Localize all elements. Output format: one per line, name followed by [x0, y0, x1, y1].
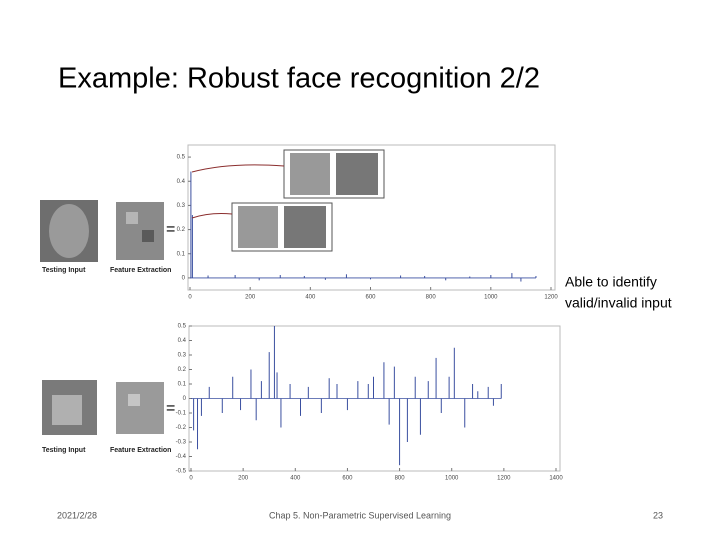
y-tick-label: 0.4: [177, 179, 186, 185]
figure-label: Feature Extraction: [110, 447, 171, 454]
inset-image: [290, 153, 330, 195]
feature-image: [116, 202, 164, 260]
pixel: [128, 394, 140, 406]
figure-label: Testing Input: [42, 267, 86, 274]
footer-course: Chap 5. Non-Parametric Supervised Learni…: [269, 510, 451, 520]
occlusion: [52, 395, 82, 425]
pixel: [126, 212, 138, 224]
x-tick-label: 0: [188, 295, 192, 301]
x-tick-label: 1000: [445, 476, 459, 482]
annotation: valid/invalid input: [565, 295, 672, 311]
equals: =: [166, 400, 175, 417]
equals: =: [166, 221, 175, 238]
y-tick-label: 0.2: [178, 367, 187, 373]
x-tick-label: 800: [426, 295, 437, 301]
y-tick-label: -0.5: [176, 469, 187, 475]
y-tick-label: 0.2: [177, 227, 186, 233]
inset-image: [284, 206, 326, 248]
x-tick-label: 800: [395, 476, 406, 482]
x-tick-label: 1000: [484, 295, 498, 301]
footer-page: 23: [653, 510, 663, 520]
y-tick-label: 0.1: [177, 251, 186, 257]
y-tick-label: 0: [182, 275, 186, 281]
x-tick-label: 1200: [497, 476, 511, 482]
x-tick-label: 600: [342, 476, 353, 482]
top-images: = Testing Input Feature Extraction: [40, 200, 175, 274]
footer-date: 2021/2/28: [57, 510, 97, 520]
x-tick-label: 200: [245, 295, 256, 301]
figure-label: Feature Extraction: [110, 267, 171, 274]
y-tick-label: -0.3: [176, 440, 187, 446]
charts: 0 0.1 0.2 0.3 0.4 0.5 0 200 400 600 800 1000 1200 -0.…: [176, 144, 563, 482]
face: [49, 204, 89, 258]
pixel: [142, 230, 154, 242]
y-tick-label: 0.3: [177, 203, 186, 209]
bottom-images: = Testing Input Feature Extraction: [42, 380, 175, 454]
y-tick-label: 0.5: [177, 155, 186, 161]
y-tick-label: -0.1: [176, 411, 187, 417]
x-tick-label: 400: [290, 476, 301, 482]
feature-image: [116, 382, 164, 434]
y-tick-label: 0: [183, 396, 187, 402]
y-tick-label: -0.2: [176, 425, 187, 431]
arrow: [191, 164, 285, 173]
x-tick-label: 1400: [549, 476, 563, 482]
slide-title: Example: Robust face recognition 2/2: [58, 63, 540, 95]
x-tick-label: 600: [365, 295, 376, 301]
y-tick-label: 0.4: [178, 338, 187, 344]
insets: [191, 149, 385, 252]
y-tick-label: 0.5: [178, 324, 187, 330]
annotation: Able to identify: [565, 274, 657, 290]
figure-label: Testing Input: [42, 447, 86, 454]
y-tick-label: -0.4: [176, 454, 187, 460]
arrow: [191, 213, 233, 219]
y-tick-label: 0.3: [178, 353, 187, 359]
y-tick-label: 0.1: [178, 382, 187, 388]
inset-image: [238, 206, 278, 248]
x-tick-label: 400: [305, 295, 316, 301]
x-tick-label: 1200: [544, 295, 558, 301]
plot-frame: [187, 144, 556, 291]
inset-image: [336, 153, 378, 195]
x-tick-label: 200: [238, 476, 249, 482]
x-tick-label: 0: [189, 476, 193, 482]
